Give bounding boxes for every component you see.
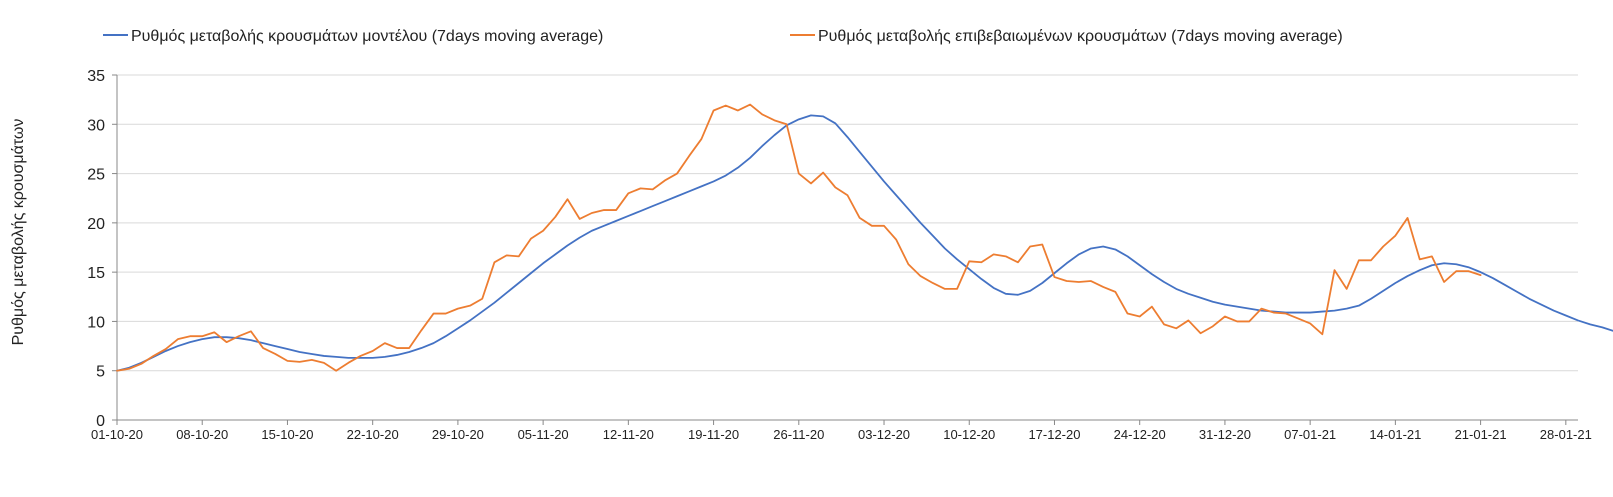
legend-label-model: Ρυθμός μεταβολής κρουσμάτων μοντέλου (7d… — [131, 28, 603, 45]
y-tick-label-20: 20 — [87, 216, 105, 233]
legend-label-confirmed: Ρυθμός μεταβολής επιβεβαιωμένων κρουσμάτ… — [818, 28, 1343, 45]
x-tick-label-13: 31-12-20 — [1199, 427, 1251, 442]
x-tick-label-7: 19-11-20 — [688, 427, 739, 442]
x-tick-label-0: 01-10-20 — [91, 427, 143, 442]
legend-entry-model: Ρυθμός μεταβολής κρουσμάτων μοντέλου (7d… — [103, 28, 603, 45]
y-tick-label-30: 30 — [87, 117, 105, 134]
x-tick-label-17: 28-01-21 — [1540, 427, 1592, 442]
y-axis-label: Ρυθμός μεταβολής κρουσμάτων — [10, 119, 27, 346]
series-line-1 — [116, 103, 1482, 372]
series-lines — [116, 103, 1613, 372]
y-tick-label-0: 0 — [96, 413, 105, 430]
x-tick-label-8: 26-11-20 — [773, 427, 824, 442]
x-tick-label-14: 07-01-21 — [1284, 427, 1336, 442]
legend: Ρυθμός μεταβολής κρουσμάτων μοντέλου (7d… — [103, 28, 1343, 45]
legend-entry-confirmed: Ρυθμός μεταβολής επιβεβαιωμένων κρουσμάτ… — [790, 28, 1343, 45]
series-line-0 — [116, 114, 1613, 372]
x-tick-label-10: 10-12-20 — [943, 427, 995, 442]
x-tick-label-11: 17-12-20 — [1028, 427, 1080, 442]
y-tick-label-25: 25 — [87, 167, 105, 184]
y-tick-label-5: 5 — [96, 364, 105, 381]
y-tick-label-10: 10 — [87, 314, 105, 331]
y-tick-label-35: 35 — [87, 68, 105, 85]
gridlines — [117, 74, 1578, 372]
x-tick-label-6: 12-11-20 — [603, 427, 654, 442]
axes — [116, 75, 1578, 421]
x-tick-label-3: 22-10-20 — [347, 427, 399, 442]
x-tick-label-12: 24-12-20 — [1114, 427, 1166, 442]
x-tick-label-1: 08-10-20 — [176, 427, 228, 442]
x-tick-label-15: 14-01-21 — [1369, 427, 1421, 442]
x-tick-label-9: 03-12-20 — [858, 427, 910, 442]
y-axis-ticks: 0 5 10 15 20 25 30 35 — [87, 68, 117, 430]
y-tick-label-15: 15 — [87, 265, 105, 282]
x-tick-label-2: 15-10-20 — [261, 427, 313, 442]
x-tick-label-16: 21-01-21 — [1455, 427, 1507, 442]
x-tick-label-4: 29-10-20 — [432, 427, 484, 442]
x-axis-ticks: 01-10-20 08-10-20 15-10-20 22-10-20 29-10-20… — [91, 420, 1592, 442]
x-tick-label-5: 05-11-20 — [518, 427, 569, 442]
